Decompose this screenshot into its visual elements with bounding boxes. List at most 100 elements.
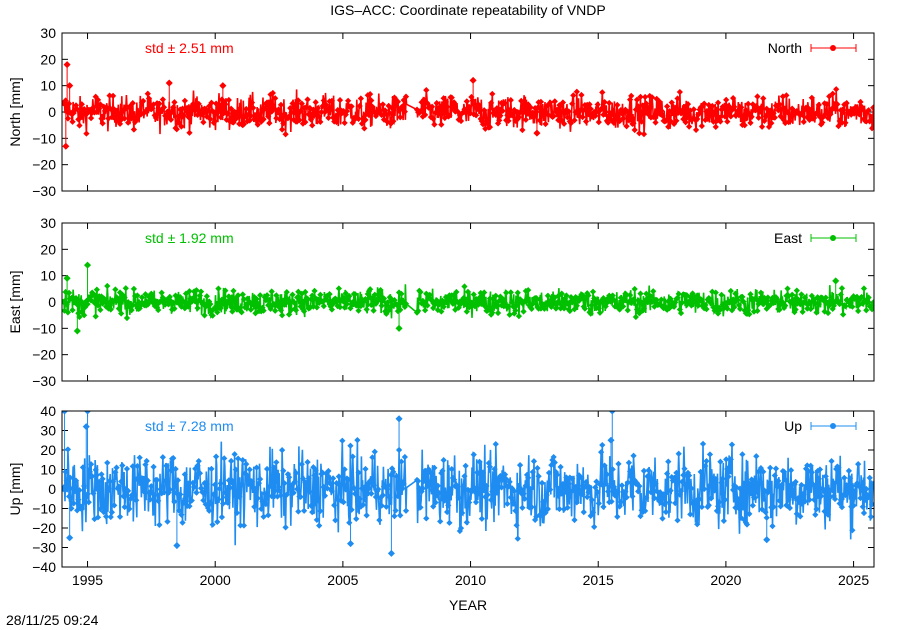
data-point	[372, 493, 380, 501]
outlier-point	[832, 277, 840, 285]
data-point	[222, 101, 229, 108]
data-point	[664, 470, 671, 477]
data-point	[292, 469, 300, 477]
data-point	[101, 507, 109, 514]
data-point	[626, 291, 634, 299]
data-point	[708, 495, 715, 502]
y-tick-label: −10	[32, 501, 56, 517]
data-point	[217, 114, 224, 121]
data-point	[291, 478, 298, 485]
data-point	[309, 292, 316, 299]
data-point	[519, 504, 526, 511]
data-point	[483, 482, 490, 490]
data-point	[361, 484, 368, 491]
data-point	[260, 307, 267, 314]
outlier-point	[219, 82, 227, 90]
data-point	[721, 113, 729, 120]
data-point	[550, 453, 557, 461]
data-point	[793, 287, 800, 294]
data-point	[665, 458, 672, 465]
data-point	[371, 291, 378, 298]
data-point	[246, 466, 253, 473]
data-point	[437, 518, 444, 525]
data-point	[769, 523, 776, 530]
data-point	[491, 466, 498, 473]
data-point	[448, 466, 455, 473]
data-point	[109, 92, 117, 99]
data-point	[152, 114, 160, 122]
y-tick-label: −20	[32, 157, 56, 173]
data-point	[797, 513, 804, 520]
data-point	[582, 118, 590, 125]
data-point	[692, 503, 700, 510]
data-point	[398, 458, 405, 465]
data-point	[272, 487, 279, 494]
data-point	[698, 503, 705, 511]
plot-frame	[61, 410, 875, 568]
data-point	[747, 119, 754, 127]
data-point	[503, 289, 510, 296]
data-point	[498, 484, 505, 491]
data-point	[463, 519, 470, 526]
data-point	[855, 461, 862, 468]
data-point	[351, 490, 359, 497]
data-point	[158, 289, 165, 296]
data-point	[757, 289, 765, 296]
data-point	[305, 475, 312, 482]
data-point	[415, 307, 422, 314]
data-point	[855, 307, 862, 315]
data-point	[749, 502, 756, 509]
data-point	[698, 122, 705, 130]
x-tick-label: 2000	[200, 572, 231, 588]
data-point	[341, 119, 348, 127]
data-point	[270, 300, 278, 308]
data-point	[349, 299, 356, 306]
data-point	[658, 495, 665, 503]
data-point	[736, 485, 744, 492]
data-point	[462, 462, 469, 470]
data-point	[723, 96, 730, 103]
y-tick-label: −10	[32, 130, 56, 146]
y-tick-label: 0	[48, 104, 56, 120]
data-point	[442, 491, 450, 498]
data-point	[753, 453, 760, 460]
data-point	[260, 513, 267, 520]
data-point	[858, 486, 865, 493]
data-point	[277, 492, 285, 499]
data-point	[563, 292, 570, 299]
data-point	[719, 475, 726, 482]
data-point	[188, 107, 195, 114]
data-point	[799, 308, 806, 316]
data-point	[346, 519, 353, 526]
data-point	[859, 503, 866, 510]
data-point	[289, 291, 296, 298]
data-point	[513, 302, 520, 309]
data-point	[850, 502, 857, 509]
data-point	[679, 299, 686, 306]
data-point	[129, 463, 136, 470]
data-point	[588, 302, 595, 309]
data-point	[64, 446, 72, 453]
data-point	[815, 300, 822, 308]
data-point	[83, 130, 90, 137]
data-point	[279, 446, 286, 454]
data-point	[194, 462, 201, 469]
data-point	[277, 307, 285, 314]
data-point	[860, 285, 868, 292]
data-point	[304, 458, 311, 466]
data-point	[263, 465, 271, 473]
data-point	[598, 449, 605, 456]
data-point	[326, 291, 333, 298]
data-point	[591, 523, 598, 531]
data-point	[778, 481, 785, 488]
data-point	[863, 307, 870, 314]
data-point	[186, 288, 193, 295]
data-point	[301, 507, 308, 514]
y-tick-label: 0	[48, 294, 56, 310]
data-point	[519, 126, 526, 134]
data-point	[332, 517, 339, 524]
data-point	[551, 98, 558, 105]
data-point	[624, 307, 631, 314]
data-point	[321, 492, 329, 499]
data-point	[340, 499, 347, 506]
